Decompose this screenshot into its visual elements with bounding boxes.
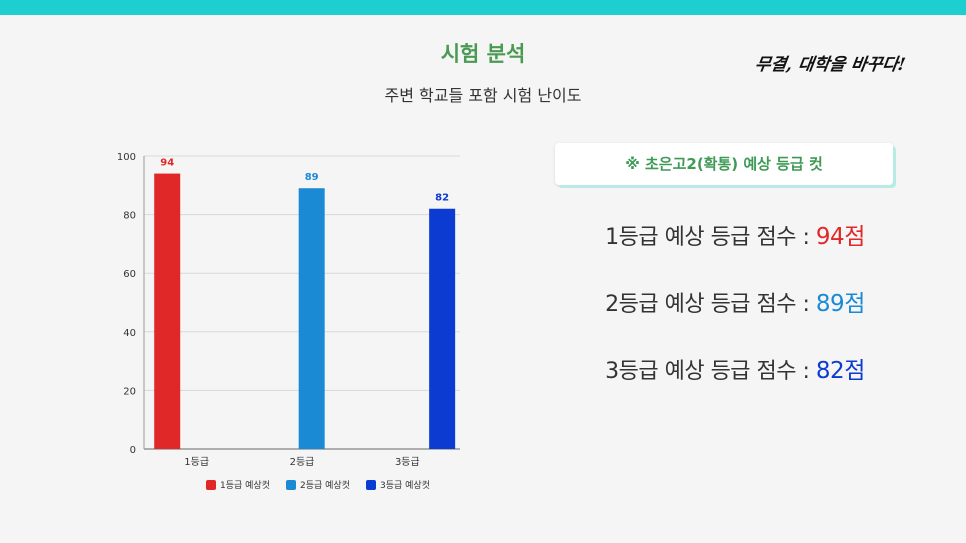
y-tick-label: 0	[130, 445, 136, 456]
score-value: 94점	[815, 224, 865, 250]
y-tick-label: 60	[123, 269, 136, 280]
score-line-1: 1등급 예상 등급 점수 : 94점	[575, 217, 895, 251]
score-line-2: 2등급 예상 등급 점수 : 89점	[575, 284, 895, 318]
data-label: 82	[435, 193, 449, 204]
data-label: 89	[305, 172, 319, 183]
page-title: 시험 분석	[440, 42, 526, 66]
bar-chart: 0 20 40 60 80 100 1등급 2등급 3등급 94 89 82 1등급 예상컷 2등급 예상…	[117, 152, 460, 491]
page-subtitle: 주변 학교들 포함 시험 난이도	[384, 86, 582, 105]
x-tick-label: 3등급	[395, 456, 420, 468]
y-tick-label: 80	[123, 211, 136, 222]
y-tick-label: 100	[117, 152, 136, 163]
score-line-3: 3등급 예상 등급 점수 : 82점	[575, 351, 895, 385]
x-tick-label: 2등급	[290, 456, 315, 468]
x-tick-label: 1등급	[184, 456, 209, 468]
score-label: 2등급 예상 등급 점수 :	[605, 292, 816, 317]
legend-label: 3등급 예상컷	[380, 480, 430, 491]
score-label: 1등급 예상 등급 점수 :	[605, 225, 816, 250]
legend-swatch	[366, 480, 376, 490]
score-label: 3등급 예상 등급 점수 :	[605, 359, 816, 384]
y-tick-label: 20	[123, 386, 136, 397]
score-value: 82점	[815, 358, 865, 384]
brand-logo: 무결, 대학을 바꾸다!	[753, 55, 907, 75]
data-label: 94	[160, 158, 174, 169]
legend-swatch	[286, 480, 296, 490]
y-tick-label: 40	[123, 328, 136, 339]
bar	[154, 173, 181, 449]
top-accent-bar	[0, 0, 966, 15]
grade-cut-callout: ※ 초은고2(확통) 예상 등급 컷	[555, 143, 893, 185]
legend-swatch	[206, 480, 216, 490]
legend-label: 2등급 예상컷	[300, 480, 350, 491]
score-value: 89점	[815, 291, 865, 317]
legend-label: 1등급 예상컷	[220, 480, 270, 491]
bar	[429, 208, 456, 449]
bar	[298, 188, 325, 450]
